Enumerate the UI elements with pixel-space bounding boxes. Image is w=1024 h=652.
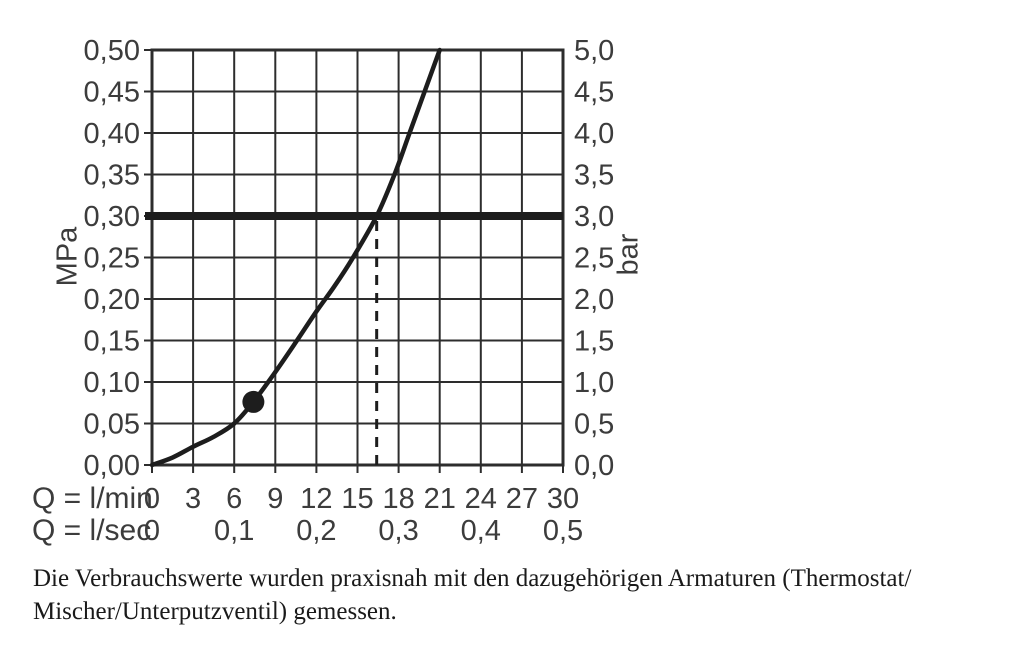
lmin-tick-label: 30: [547, 483, 579, 515]
mpa-tick-label: 0,10: [84, 367, 140, 399]
bar-tick-label: 2,0: [574, 284, 614, 316]
lmin-tick-label: 12: [300, 483, 332, 515]
caption-line-1: Die Verbrauchswerte wurden praxisnah mit…: [33, 565, 912, 592]
bar-tick-label: 2,5: [574, 243, 614, 275]
mpa-tick-label: 0,25: [84, 243, 140, 275]
bar-tick-label: 1,0: [574, 367, 614, 399]
caption-text: Die Verbrauchswerte wurden praxisnah mit…: [33, 562, 993, 628]
bar-tick-label: 0,0: [574, 450, 614, 482]
bar-tick-label: 5,0: [574, 35, 614, 67]
bar-tick-label: 3,0: [574, 201, 614, 233]
bar-tick-label: 1,5: [574, 326, 614, 358]
mpa-tick-label: 0,40: [84, 118, 140, 150]
bar-tick-label: 3,5: [574, 160, 614, 192]
lmin-tick-label: 3: [185, 483, 201, 515]
lsec-tick-label: 0: [144, 515, 160, 547]
mpa-tick-label: 0,35: [84, 160, 140, 192]
bar-tick-label: 0,5: [574, 409, 614, 441]
lsec-tick-label: 0,4: [461, 515, 501, 547]
bar-tick-label: 4,0: [574, 118, 614, 150]
lsec-tick-label: 0,3: [378, 515, 418, 547]
lmin-tick-label: 0: [144, 483, 160, 515]
lmin-tick-label: 6: [226, 483, 242, 515]
mpa-tick-label: 0,15: [84, 326, 140, 358]
left-axis-unit-label: MPa: [51, 226, 84, 287]
mpa-tick-label: 0,30: [84, 201, 140, 233]
mpa-tick-label: 0,00: [84, 450, 140, 482]
lmin-tick-label: 9: [267, 483, 283, 515]
lmin-tick-label: 24: [465, 483, 497, 515]
mpa-tick-label: 0,05: [84, 409, 140, 441]
curve-marker-dot: [242, 390, 265, 413]
lmin-tick-label: 27: [506, 483, 538, 515]
lmin-tick-label: 18: [382, 483, 414, 515]
lmin-tick-label: 21: [424, 483, 456, 515]
mpa-tick-label: 0,50: [84, 35, 140, 67]
lsec-tick-label: 0,2: [296, 515, 336, 547]
plot-frame: [150, 48, 565, 467]
mpa-tick-label: 0,20: [84, 284, 140, 316]
lsec-tick-label: 0,5: [543, 515, 583, 547]
mpa-tick-label: 0,45: [84, 77, 140, 109]
x-axis-lmin-label: Q = l/min: [32, 482, 153, 515]
caption-line-2: Mischer/Unterputzventil) gemessen.: [33, 598, 397, 625]
pressure-flow-curve: [149, 47, 442, 468]
x-axis-lsec-label: Q = l/sec: [32, 514, 152, 547]
right-axis-unit-label: bar: [612, 233, 645, 276]
bar-tick-label: 4,5: [574, 77, 614, 109]
lsec-tick-label: 0,1: [214, 515, 254, 547]
lmin-tick-label: 15: [341, 483, 373, 515]
